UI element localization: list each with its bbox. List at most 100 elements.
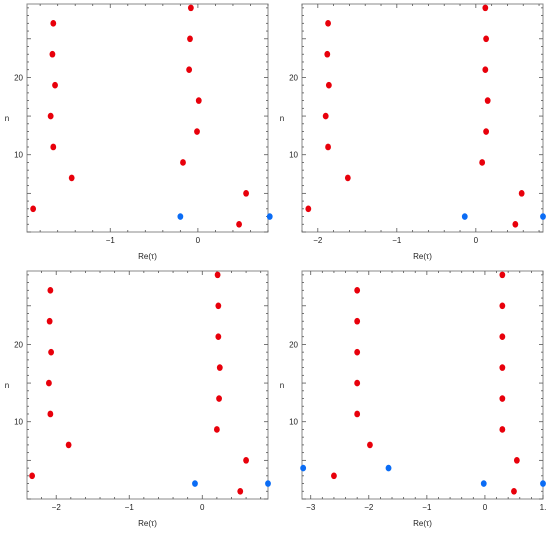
y-tick-label: 20: [14, 340, 23, 349]
data-point-blue: [300, 464, 307, 472]
data-point-red: [354, 348, 361, 356]
x-tick-label: 0: [200, 503, 205, 512]
data-point-blue: [177, 213, 184, 220]
data-point-red: [518, 190, 525, 197]
data-point-red: [325, 20, 331, 27]
data-point-red: [215, 333, 222, 340]
x-tick-label: −2: [313, 236, 323, 245]
data-point-blue: [192, 480, 198, 487]
data-point-blue: [540, 480, 546, 487]
data-point-red: [213, 426, 220, 433]
x-tick-label: −2: [364, 503, 374, 512]
data-point-red: [511, 487, 517, 495]
x-axis-label: Re(τ): [138, 252, 157, 261]
data-point-red: [186, 66, 193, 73]
data-point-red: [216, 364, 223, 371]
data-point-red: [214, 271, 221, 279]
data-point-red: [354, 410, 361, 418]
data-point-red: [354, 379, 361, 387]
data-point-red: [513, 457, 520, 464]
data-point-blue: [540, 213, 546, 220]
x-tick-label: −1: [125, 503, 135, 512]
data-point-red: [354, 317, 361, 325]
data-point-red: [499, 333, 506, 340]
data-point-red: [29, 472, 36, 480]
data-point-red: [483, 128, 490, 135]
x-tick-label: 0: [474, 236, 479, 245]
x-tick-label: −1: [392, 236, 402, 245]
x-axis-label: Re(τ): [413, 519, 432, 528]
data-point-blue: [265, 480, 271, 487]
y-axis-label: n: [280, 381, 284, 390]
y-tick-label: 20: [289, 73, 298, 82]
plot-frame: [26, 270, 269, 500]
data-point-red: [344, 174, 351, 182]
data-point-red: [50, 20, 57, 27]
data-point-blue: [461, 213, 468, 220]
data-point-red: [499, 271, 506, 279]
data-point-red: [187, 4, 194, 12]
scatter-panel-top-left: −1 0 10 20 Re(τ) n: [5, 3, 273, 261]
data-point-red: [305, 205, 312, 213]
data-point-red: [512, 220, 519, 228]
x-tick-label: −2: [52, 503, 62, 512]
data-point-red: [331, 472, 337, 480]
data-point-red: [482, 66, 489, 73]
y-tick-label: 20: [14, 73, 23, 82]
x-axis-label: Re(τ): [138, 519, 157, 528]
data-point-red: [243, 457, 249, 464]
data-point-red: [52, 81, 58, 89]
data-point-red: [243, 190, 249, 197]
data-point-red: [47, 112, 54, 120]
data-point-red: [46, 379, 52, 387]
data-point-red: [325, 81, 332, 89]
y-axis-label: n: [5, 381, 9, 390]
data-point-red: [367, 441, 373, 449]
data-point-red: [322, 112, 329, 120]
plot-frame: [301, 3, 544, 233]
y-tick-label: 10: [289, 151, 298, 160]
y-axis-label: n: [280, 114, 284, 123]
data-point-red: [47, 287, 54, 294]
x-tick-label: −1: [422, 503, 432, 512]
data-point-red: [482, 4, 489, 12]
data-point-red: [215, 302, 222, 310]
data-point-red: [65, 441, 72, 449]
plot-frame: [301, 270, 544, 500]
data-point-red: [484, 97, 491, 104]
data-point-red: [68, 174, 75, 182]
data-point-red: [47, 410, 54, 418]
data-point-red: [195, 97, 202, 104]
data-point-red: [483, 35, 490, 43]
data-point-red: [194, 128, 200, 135]
data-point-red: [180, 159, 186, 166]
y-axis-label: n: [5, 114, 9, 123]
data-point-red: [236, 220, 242, 228]
data-point-red: [479, 159, 486, 166]
x-axis-label: Re(τ): [413, 252, 432, 261]
x-tick-label: −3: [306, 503, 316, 512]
data-point-blue: [480, 480, 487, 487]
data-point-red: [48, 348, 54, 356]
data-point-red: [216, 395, 222, 402]
data-point-red: [499, 395, 506, 402]
data-point-red: [50, 143, 57, 151]
x-tick-label: 0: [196, 236, 201, 245]
data-point-blue: [266, 213, 273, 220]
x-tick-label: −1: [106, 236, 116, 245]
data-point-blue: [385, 464, 392, 472]
data-point-red: [237, 487, 244, 495]
scatter-panel-top-right: −2 −1 0 10 20 Re(τ) n: [280, 3, 546, 261]
data-point-red: [499, 364, 506, 371]
data-point-red: [324, 50, 331, 58]
data-point-red: [499, 426, 506, 433]
y-tick-label: 10: [14, 418, 23, 427]
data-point-red: [354, 287, 361, 294]
y-tick-label: 10: [289, 418, 298, 427]
y-tick-label: 20: [289, 340, 298, 349]
plot-frame: [26, 3, 269, 233]
data-point-red: [49, 50, 56, 58]
scatter-panel-bottom-right: −3 −2 −1 0 1. 10 20 Re(τ) n: [280, 270, 547, 528]
x-tick-label: 1.: [540, 503, 547, 512]
scatter-panel-bottom-left: −2 −1 0 10 20 Re(τ) n: [5, 270, 271, 528]
